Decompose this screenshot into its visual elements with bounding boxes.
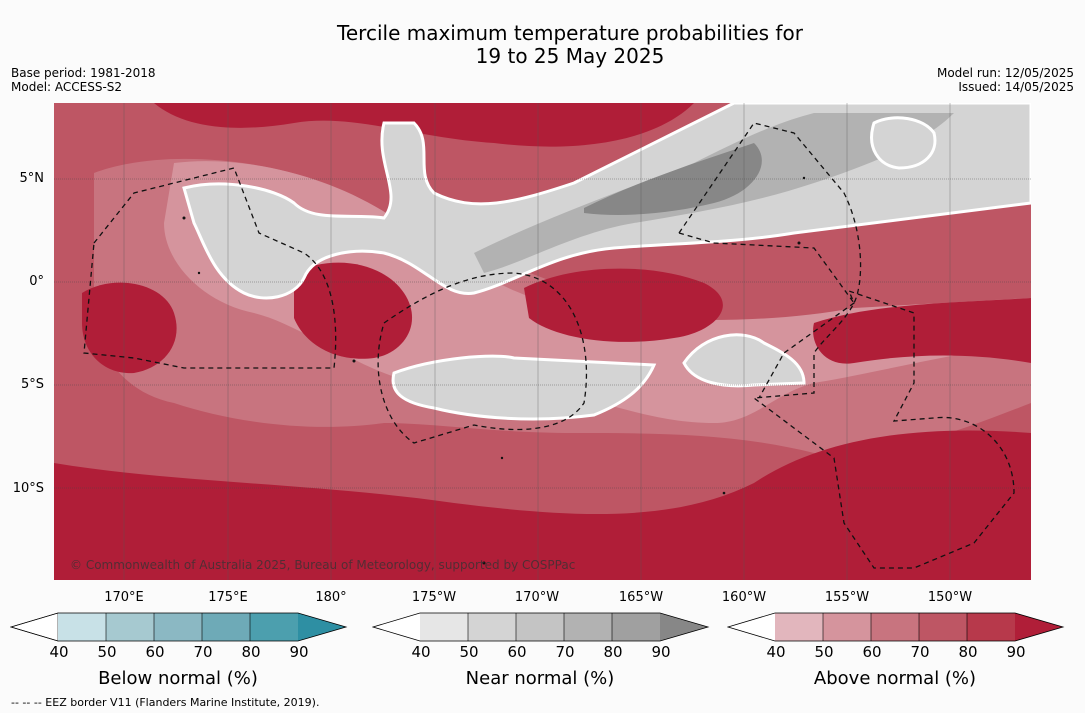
cbar-below-seg-0 bbox=[10, 612, 59, 642]
lon-label-155w: 155°W bbox=[824, 590, 870, 605]
cbar-above-seg-4 bbox=[919, 613, 967, 641]
lon-label-150w: 150°W bbox=[927, 590, 973, 605]
colorbar-below bbox=[10, 612, 348, 642]
lon-label-175w: 175°W bbox=[411, 590, 457, 605]
above-90-region-ne bbox=[813, 298, 1031, 364]
lon-label-170w: 170°W bbox=[514, 590, 560, 605]
eez-footnote: -- -- -- EEZ border V11 (Flanders Marine… bbox=[11, 696, 320, 709]
copyright-text: © Commonwealth of Australia 2025, Bureau… bbox=[70, 558, 576, 572]
near-normal-ne-patch bbox=[870, 116, 937, 170]
title-line-1: Tercile maximum temperature probabilitie… bbox=[337, 21, 803, 45]
cbar-near-seg-6 bbox=[660, 613, 708, 641]
cbar-below-tick-40: 40 bbox=[49, 643, 69, 661]
model-run-text: Model run: 12/05/2025 bbox=[936, 66, 1074, 80]
cbar-near-tick-80: 80 bbox=[603, 643, 623, 661]
cbar-below-seg-1 bbox=[58, 613, 106, 641]
cbar-below-seg-5 bbox=[250, 613, 298, 641]
cbar-above-seg-5 bbox=[967, 613, 1015, 641]
cbar-below-seg-4 bbox=[202, 613, 250, 641]
cbar-above-tick-50: 50 bbox=[814, 643, 834, 661]
title-line-2: 19 to 25 May 2025 bbox=[475, 44, 665, 68]
lat-label-5n: 5°N bbox=[19, 171, 45, 186]
cbar-below-tick-60: 60 bbox=[145, 643, 165, 661]
cbar-above-tick-70: 70 bbox=[910, 643, 930, 661]
lon-label-160w: 160°W bbox=[721, 590, 767, 605]
cbar-near-tick-70: 70 bbox=[555, 643, 575, 661]
meta-left: Base period: 1981-2018 Model: ACCESS-S2 bbox=[11, 66, 156, 94]
lon-label-170e: 170°E bbox=[104, 590, 144, 605]
cbar-above-seg-0 bbox=[728, 613, 775, 641]
above-90-blob-central bbox=[294, 262, 413, 359]
cbar-above-seg-6 bbox=[1015, 613, 1063, 641]
cbar-near-seg-5 bbox=[612, 613, 660, 641]
lon-label-175e: 175°E bbox=[208, 590, 248, 605]
cbar-above-tick-60: 60 bbox=[862, 643, 882, 661]
above-90-region-north bbox=[154, 103, 694, 147]
lon-label-180: 180° bbox=[315, 590, 347, 605]
cbar-above-tick-80: 80 bbox=[958, 643, 978, 661]
colorbar-above bbox=[727, 612, 1065, 642]
cbar-near-seg-1 bbox=[420, 613, 468, 641]
probability-map bbox=[54, 103, 1031, 580]
map-svg bbox=[54, 103, 1031, 580]
above-90-region-south bbox=[54, 430, 1031, 580]
lat-label-0: 0° bbox=[29, 274, 44, 289]
cbar-near-seg-4 bbox=[564, 613, 612, 641]
cbar-near-tick-50: 50 bbox=[459, 643, 479, 661]
cbar-below-tick-50: 50 bbox=[97, 643, 117, 661]
above-90-blob-east bbox=[524, 268, 723, 342]
near-normal-south-patch bbox=[391, 354, 657, 421]
graticule-meridians bbox=[123, 103, 951, 580]
cbar-above-title: Above normal (%) bbox=[813, 668, 977, 689]
lat-label-5s: 5°S bbox=[20, 377, 44, 392]
meta-right: Model run: 12/05/2025 Issued: 14/05/2025 bbox=[937, 66, 1074, 94]
cbar-below-tick-90: 90 bbox=[289, 643, 309, 661]
cbar-near-tick-60: 60 bbox=[507, 643, 527, 661]
cbar-near-seg-2 bbox=[468, 613, 516, 641]
cbar-above-seg-3 bbox=[871, 613, 919, 641]
cbar-above-seg-1 bbox=[775, 613, 823, 641]
cbar-above-seg-2 bbox=[823, 613, 871, 641]
model-text: Model: ACCESS-S2 bbox=[11, 80, 123, 94]
map-title: Tercile maximum temperature probabilitie… bbox=[0, 22, 1085, 68]
cbar-below-seg-2 bbox=[106, 613, 154, 641]
above-90-blob-west bbox=[82, 282, 177, 374]
cbar-above-tick-90: 90 bbox=[1006, 643, 1026, 661]
lon-label-165w: 165°W bbox=[618, 590, 664, 605]
cbar-below-seg-3 bbox=[154, 613, 202, 641]
cbar-near-seg-0 bbox=[373, 613, 420, 641]
cbar-below-tick-80: 80 bbox=[241, 643, 261, 661]
cbar-above-tick-40: 40 bbox=[766, 643, 786, 661]
cbar-near-tick-90: 90 bbox=[651, 643, 671, 661]
cbar-below-tick-70: 70 bbox=[193, 643, 213, 661]
cbar-near-seg-3 bbox=[516, 613, 564, 641]
graticule bbox=[54, 178, 1031, 489]
cbar-near-title: Near normal (%) bbox=[465, 668, 615, 689]
lat-label-10s: 10°S bbox=[12, 481, 44, 496]
issued-text: Issued: 14/05/2025 bbox=[958, 80, 1074, 94]
cbar-below-seg-6 bbox=[298, 613, 346, 641]
colorbar-near bbox=[372, 612, 710, 642]
eez-borders bbox=[83, 122, 1015, 569]
cbar-near-tick-40: 40 bbox=[411, 643, 431, 661]
island-markers bbox=[182, 176, 806, 565]
cbar-below-title: Below normal (%) bbox=[98, 668, 258, 689]
base-period-text: Base period: 1981-2018 bbox=[11, 66, 156, 80]
